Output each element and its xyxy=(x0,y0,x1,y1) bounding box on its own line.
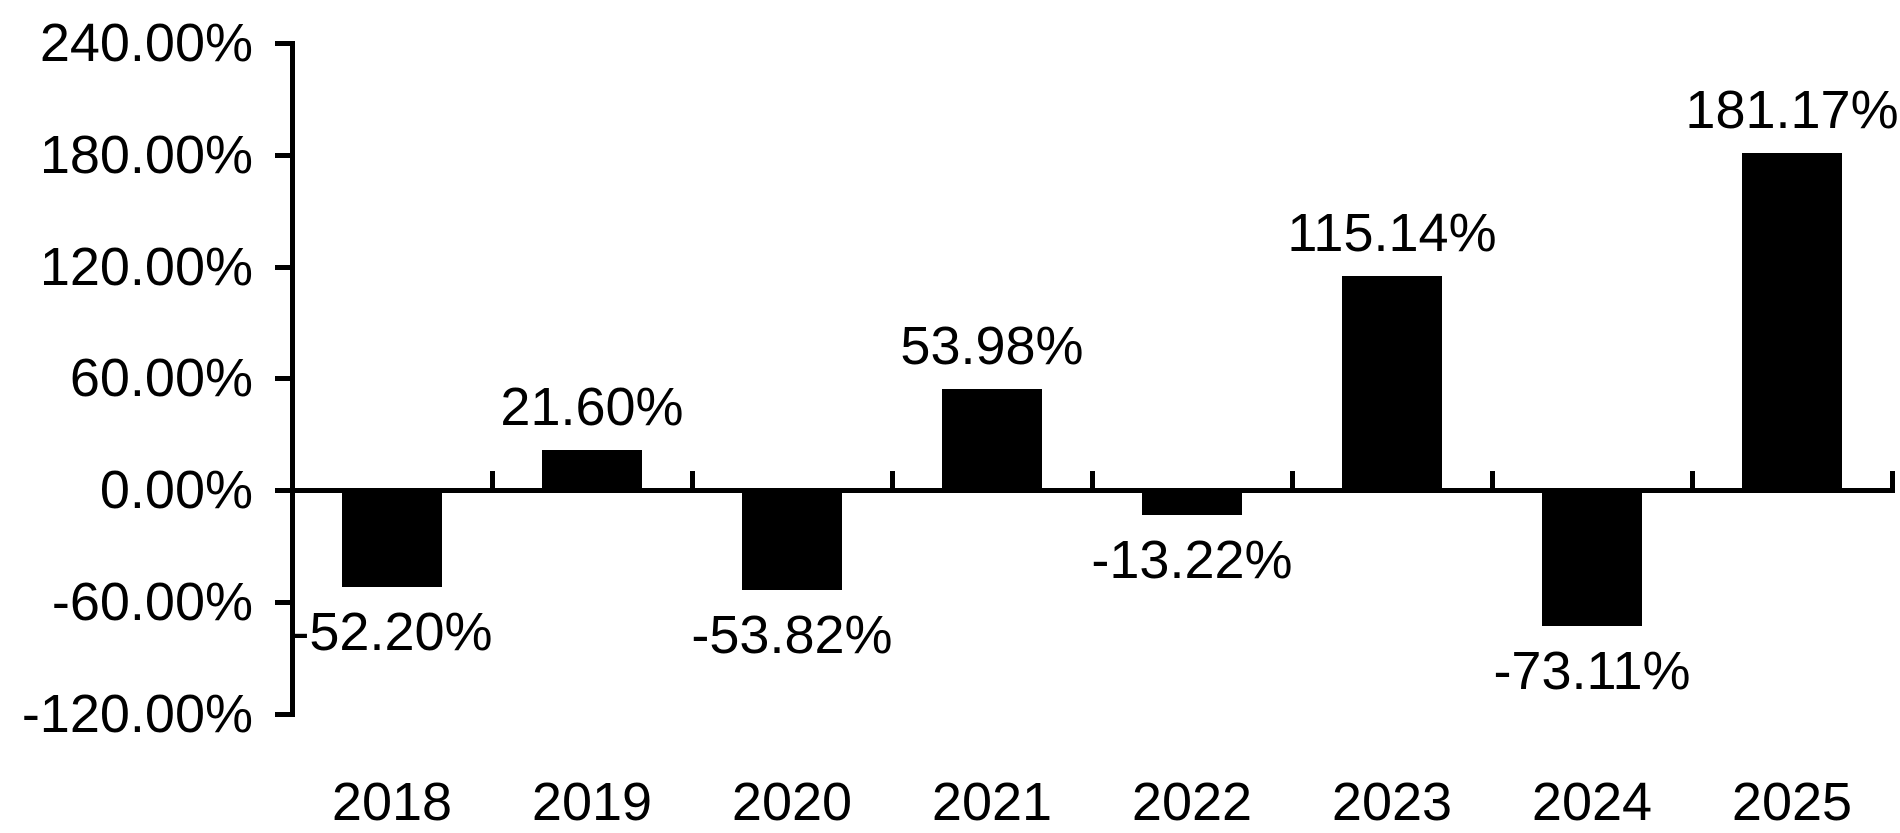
y-axis-tick xyxy=(275,488,295,493)
x-axis-category-label: 2025 xyxy=(1731,772,1853,832)
bar xyxy=(942,389,1042,490)
y-axis-label: 180.00% xyxy=(39,124,253,185)
y-axis-label: -60.00% xyxy=(51,571,253,632)
y-axis-tick xyxy=(275,599,295,605)
bar-value-label: -13.22% xyxy=(1091,529,1293,590)
bar-value-label: 53.98% xyxy=(900,316,1084,377)
x-axis-tick xyxy=(1290,471,1295,493)
x-axis-tick xyxy=(1090,471,1095,493)
x-axis-category-label: 2023 xyxy=(1331,772,1453,832)
bar-value-label: -52.20% xyxy=(291,602,493,663)
x-axis-category-label: 2021 xyxy=(931,772,1053,832)
y-axis-tick xyxy=(275,711,295,717)
bar-value-label: 181.17% xyxy=(1685,79,1899,140)
bar xyxy=(1542,490,1642,627)
bar xyxy=(1742,152,1842,490)
x-axis-tick xyxy=(690,471,695,493)
x-axis-category-label: 2020 xyxy=(731,772,853,832)
x-axis-category-label: 2018 xyxy=(331,772,453,832)
bar-value-label: 21.60% xyxy=(500,376,684,437)
bar-value-label: 115.14% xyxy=(1287,202,1497,263)
y-axis-label: -120.00% xyxy=(21,683,253,744)
x-axis-tick xyxy=(1490,471,1495,493)
bar xyxy=(742,490,842,591)
y-axis-tick xyxy=(275,376,295,382)
x-axis-category-label: 2019 xyxy=(531,772,653,832)
x-axis-category-label: 2022 xyxy=(1131,772,1253,832)
x-axis-tick xyxy=(1890,471,1895,493)
y-axis-label: 120.00% xyxy=(39,236,253,297)
x-axis-tick xyxy=(890,471,895,493)
y-axis-tick xyxy=(275,264,295,270)
bar xyxy=(1342,275,1442,490)
y-axis-tick xyxy=(275,152,295,158)
bar-value-label: -73.11% xyxy=(1493,641,1691,702)
bar xyxy=(542,449,642,490)
y-axis-label: 240.00% xyxy=(39,13,253,73)
bar xyxy=(1142,490,1242,515)
y-axis-tick xyxy=(275,41,295,46)
y-axis-label: 60.00% xyxy=(69,348,253,409)
y-axis-label: 0.00% xyxy=(99,460,253,520)
bar-value-label: -53.82% xyxy=(691,605,893,666)
x-axis-tick xyxy=(1690,471,1695,493)
x-axis-tick xyxy=(490,471,495,493)
x-axis-category-label: 2024 xyxy=(1531,772,1653,832)
bar xyxy=(342,490,442,588)
